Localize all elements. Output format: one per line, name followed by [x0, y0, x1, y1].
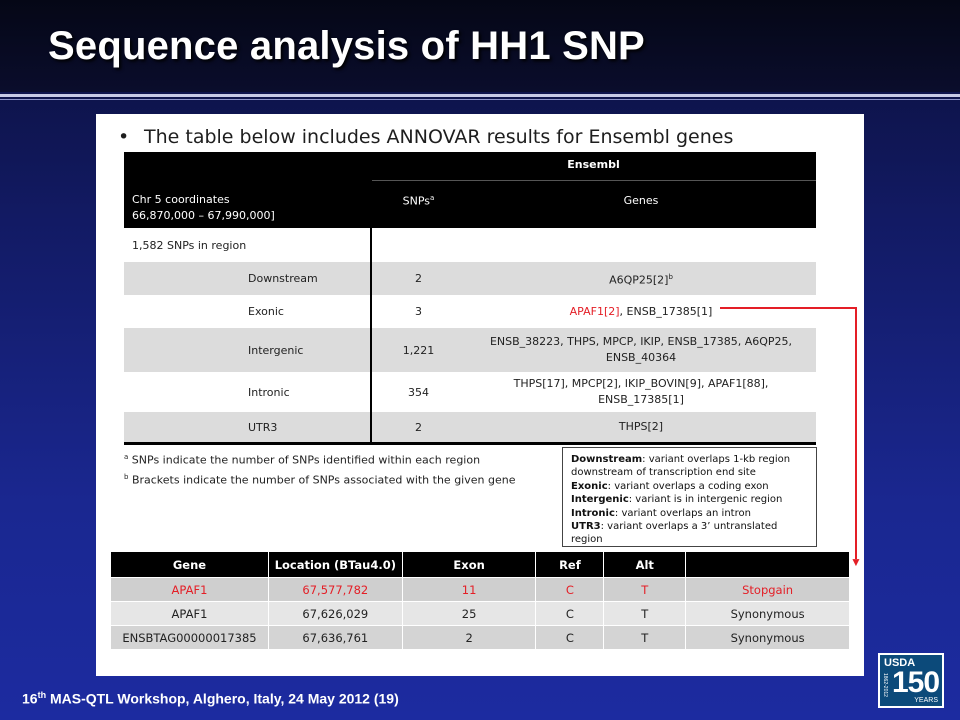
annovar-header: Ensembl Chr 5 coordinates 66,870,000 – 6…	[124, 152, 816, 228]
header-divider	[371, 180, 816, 181]
table-row: Intronic 354 THPS[17], MPCP[2], IKIP_BOV…	[248, 377, 769, 406]
table-row: Downstream 2 A6QP25[2]b	[124, 262, 816, 295]
bullet-text: • The table below includes ANNOVAR result…	[118, 126, 734, 148]
column-header	[685, 551, 850, 578]
genes-header: Genes	[623, 194, 659, 207]
usda-150-logo: USDA 1862-2012 150 YEARS	[878, 653, 944, 708]
table-row: Exonic 3 APAF1[2], ENSB_17385[1]	[248, 304, 713, 319]
title-rule-thin	[0, 99, 960, 100]
region-legend: Downstream: variant overlaps 1-kb region…	[562, 447, 817, 547]
column-header: Ref	[535, 551, 605, 578]
region-count-row: 1,582 SNPs in region	[124, 228, 816, 262]
table-row: UTR3 2 THPS[2]	[124, 412, 816, 442]
snps-header: SNPsa	[402, 194, 435, 208]
chr-coordinates: Chr 5 coordinates 66,870,000 – 67,990,00…	[132, 193, 275, 222]
column-header: Location (BTau4.0)	[267, 551, 403, 578]
table-column-divider	[370, 152, 372, 444]
region-count: 1,582 SNPs in region	[132, 238, 247, 252]
ensembl-header: Ensembl	[567, 158, 620, 171]
legend-item: Intronic: variant overlaps an intron	[571, 507, 751, 519]
legend-item: Intergenic: variant is in intergenic reg…	[571, 494, 783, 506]
table-bottom-rule	[124, 442, 816, 445]
annovar-table: Ensembl Chr 5 coordinates 66,870,000 – 6…	[124, 152, 816, 442]
table-row: Intergenic 1,221 ENSB_38223, THPS, MPCP,…	[124, 328, 816, 372]
title-bar	[0, 0, 960, 92]
pointer-arrow-line-vertical	[855, 307, 857, 559]
legend-item: Downstream: variant overlaps 1-kb region…	[571, 454, 791, 479]
column-header: Gene	[110, 551, 269, 578]
footnotes: a SNPs indicate the number of SNPs ident…	[124, 449, 515, 488]
bullet-icon: •	[118, 126, 130, 148]
title-rule	[0, 94, 960, 97]
table-row: APAF1 67,577,782 11 C T Stopgain	[110, 577, 850, 602]
pointer-arrow-line	[720, 307, 856, 309]
footnote-a: a SNPs indicate the number of SNPs ident…	[124, 453, 481, 467]
legend-item: Exonic: variant overlaps a coding exon	[571, 480, 769, 492]
table-header-row: Gene Location (BTau4.0) Exon Ref Alt	[110, 551, 850, 578]
slide-footer: 16th MAS-QTL Workshop, Alghero, Italy, 2…	[22, 690, 399, 707]
slide-title: Sequence analysis of HH1 SNP	[48, 24, 645, 68]
legend-item: UTR3: variant overlaps a 3’ untranslated…	[571, 521, 778, 546]
gene-variant-table: Gene Location (BTau4.0) Exon Ref Alt APA…	[110, 551, 850, 650]
arrow-down-icon: ▼	[850, 555, 862, 569]
footnote-b: b Brackets indicate the number of SNPs a…	[124, 472, 516, 487]
column-header: Exon	[401, 551, 537, 578]
table-row: APAF1 67,626,029 25 C T Synonymous	[110, 601, 850, 626]
column-header: Alt	[603, 551, 687, 578]
table-row: ENSBTAG00000017385 67,636,761 2 C T Syno…	[110, 625, 850, 650]
